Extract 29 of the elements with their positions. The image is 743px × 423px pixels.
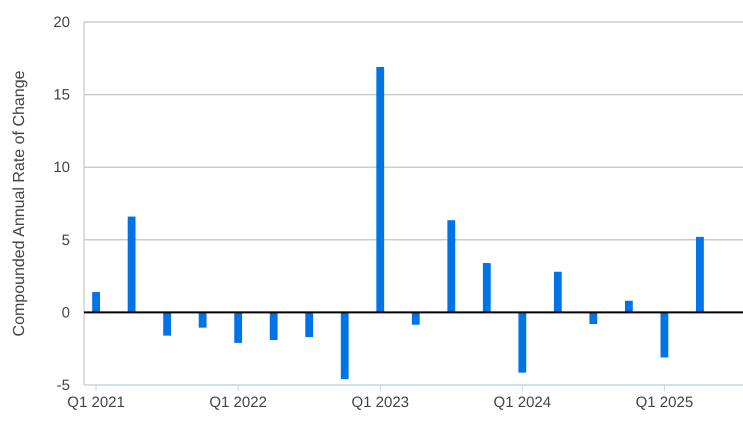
bar: [376, 67, 384, 312]
y-tick-label: 20: [53, 14, 70, 31]
y-tick-label: 5: [62, 232, 70, 249]
bar: [305, 312, 314, 338]
x-tick-label: Q1 2021: [67, 394, 125, 411]
x-tick-label: Q1 2024: [494, 394, 552, 411]
y-axis-title: Compounded Annual Rate of Change: [11, 70, 28, 336]
bar: [589, 312, 598, 324]
bar: [163, 312, 172, 336]
y-tick-label: -5: [56, 377, 70, 394]
bar: [198, 312, 207, 328]
bar: [660, 312, 668, 358]
x-tick-label: Q1 2025: [636, 394, 694, 411]
bar: [234, 312, 242, 343]
y-tick-label: 15: [53, 86, 70, 104]
bar: [447, 220, 456, 312]
x-tick-label: Q1 2023: [351, 394, 410, 411]
bar: [270, 312, 278, 340]
bar: [624, 300, 633, 312]
bar: [518, 312, 526, 373]
bar: [696, 236, 704, 312]
x-tick-label: Q1 2022: [209, 394, 267, 411]
bar: [92, 292, 100, 312]
bar: [128, 216, 136, 312]
bar: [482, 263, 491, 312]
bar: [554, 272, 562, 312]
bar: [340, 312, 349, 380]
y-tick-label: 10: [53, 159, 70, 176]
y-tick-label: 0: [62, 304, 70, 322]
